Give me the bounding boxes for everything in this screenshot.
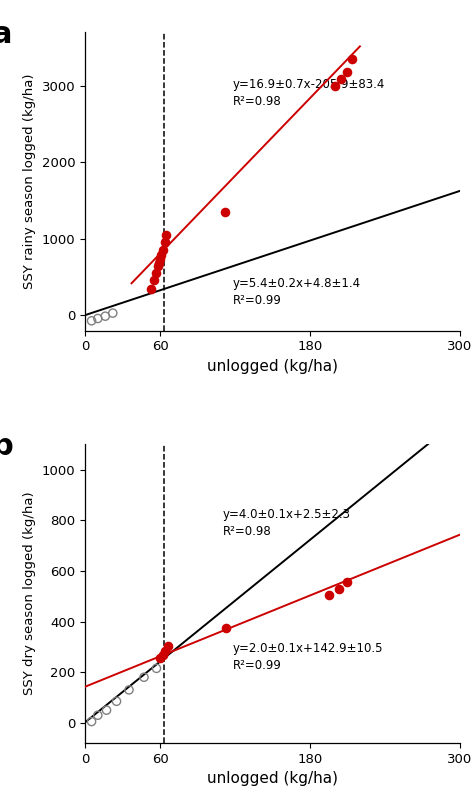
Text: y=2.0±0.1x+142.9±10.5
R²=0.99: y=2.0±0.1x+142.9±10.5 R²=0.99 [233,642,383,672]
X-axis label: unlogged (kg/ha): unlogged (kg/ha) [207,771,338,786]
Text: a: a [0,20,12,49]
Point [349,53,356,66]
Point [153,662,160,675]
Point [335,582,343,595]
Point [331,79,339,92]
Point [156,652,164,665]
Point [125,683,133,696]
Point [153,266,160,279]
Point [158,248,165,261]
X-axis label: unlogged (kg/ha): unlogged (kg/ha) [207,359,338,374]
Point [344,576,351,589]
Y-axis label: SSY dry season logged (kg/ha): SSY dry season logged (kg/ha) [23,492,36,695]
Point [337,73,345,85]
Point [109,307,117,320]
Point [221,205,229,218]
Point [223,622,230,634]
Point [344,66,351,78]
Text: y=16.9±0.7x-205.9±83.4
R²=0.98: y=16.9±0.7x-205.9±83.4 R²=0.98 [233,78,385,108]
Point [150,274,158,287]
Point [94,709,101,721]
Point [155,256,163,269]
Text: y=5.4±0.2x+4.8±1.4
R²=0.99: y=5.4±0.2x+4.8±1.4 R²=0.99 [233,277,361,307]
Point [154,260,162,272]
Point [103,704,110,717]
Point [156,252,164,265]
Text: b: b [0,432,13,461]
Point [325,589,332,602]
Point [88,314,95,327]
Point [164,639,172,652]
Point [148,283,155,296]
Point [94,312,101,325]
Point [162,236,169,248]
Point [101,310,109,323]
Point [88,715,95,728]
Y-axis label: SSY rainy season logged (kg/ha): SSY rainy season logged (kg/ha) [23,74,36,289]
Point [159,649,166,662]
Point [140,671,148,684]
Point [159,243,166,256]
Text: y=4.0±0.1x+2.5±2.3
R²=0.98: y=4.0±0.1x+2.5±2.3 R²=0.98 [223,507,351,538]
Point [163,229,170,241]
Point [113,695,120,708]
Point [162,644,169,657]
